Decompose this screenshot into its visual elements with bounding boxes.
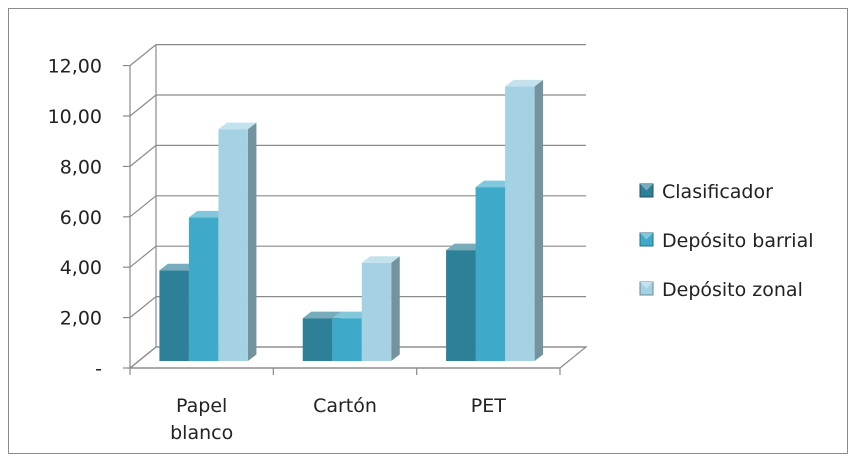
x-tick-label: blanco	[170, 422, 233, 444]
y-tick-label: 12,00	[48, 56, 102, 78]
legend-label: Clasificador	[662, 181, 773, 203]
x-tick-label: PET	[471, 395, 506, 417]
legend-swatch-highlight	[640, 233, 653, 240]
bar	[218, 129, 248, 361]
bar-side	[391, 256, 400, 361]
y-tick-label: 2,00	[60, 308, 102, 330]
bar-top	[159, 263, 198, 271]
chart-frame	[8, 8, 848, 454]
legend-label: Depósito barrial	[662, 230, 814, 252]
bar	[446, 250, 476, 361]
bar	[475, 187, 506, 361]
bar-top	[361, 256, 400, 263]
bar	[159, 270, 189, 361]
bar-top	[188, 210, 227, 218]
x-tick-label: Cartón	[313, 395, 377, 417]
legend-label: Depósito zonal	[662, 279, 803, 301]
gridline-side	[129, 94, 157, 117]
x-tick-label: Papel	[176, 395, 227, 417]
bar-top	[218, 122, 257, 130]
bar-side	[247, 122, 257, 361]
legend-swatch-highlight	[640, 184, 653, 191]
bar	[332, 318, 362, 361]
gridline-side	[129, 44, 157, 67]
gridline-side	[129, 296, 157, 319]
gridline-side	[129, 195, 157, 218]
y-tick-label: 8,00	[60, 156, 102, 178]
bar-top	[505, 79, 544, 87]
bar-top	[332, 311, 371, 319]
y-tick-label: -	[95, 358, 102, 380]
bar	[361, 262, 392, 361]
bar-top	[302, 311, 341, 319]
gridline-side	[129, 144, 157, 167]
bar-top	[475, 180, 514, 188]
y-tick-label: 6,00	[60, 207, 102, 229]
bar	[188, 217, 219, 361]
y-tick-label: 4,00	[60, 257, 102, 279]
y-tick-label: 10,00	[48, 106, 102, 128]
gridline-side	[129, 245, 157, 268]
bar-top	[446, 243, 485, 251]
bar-side	[534, 79, 544, 361]
bar	[505, 86, 535, 361]
bar	[302, 318, 333, 361]
legend-swatch-highlight	[640, 282, 653, 289]
